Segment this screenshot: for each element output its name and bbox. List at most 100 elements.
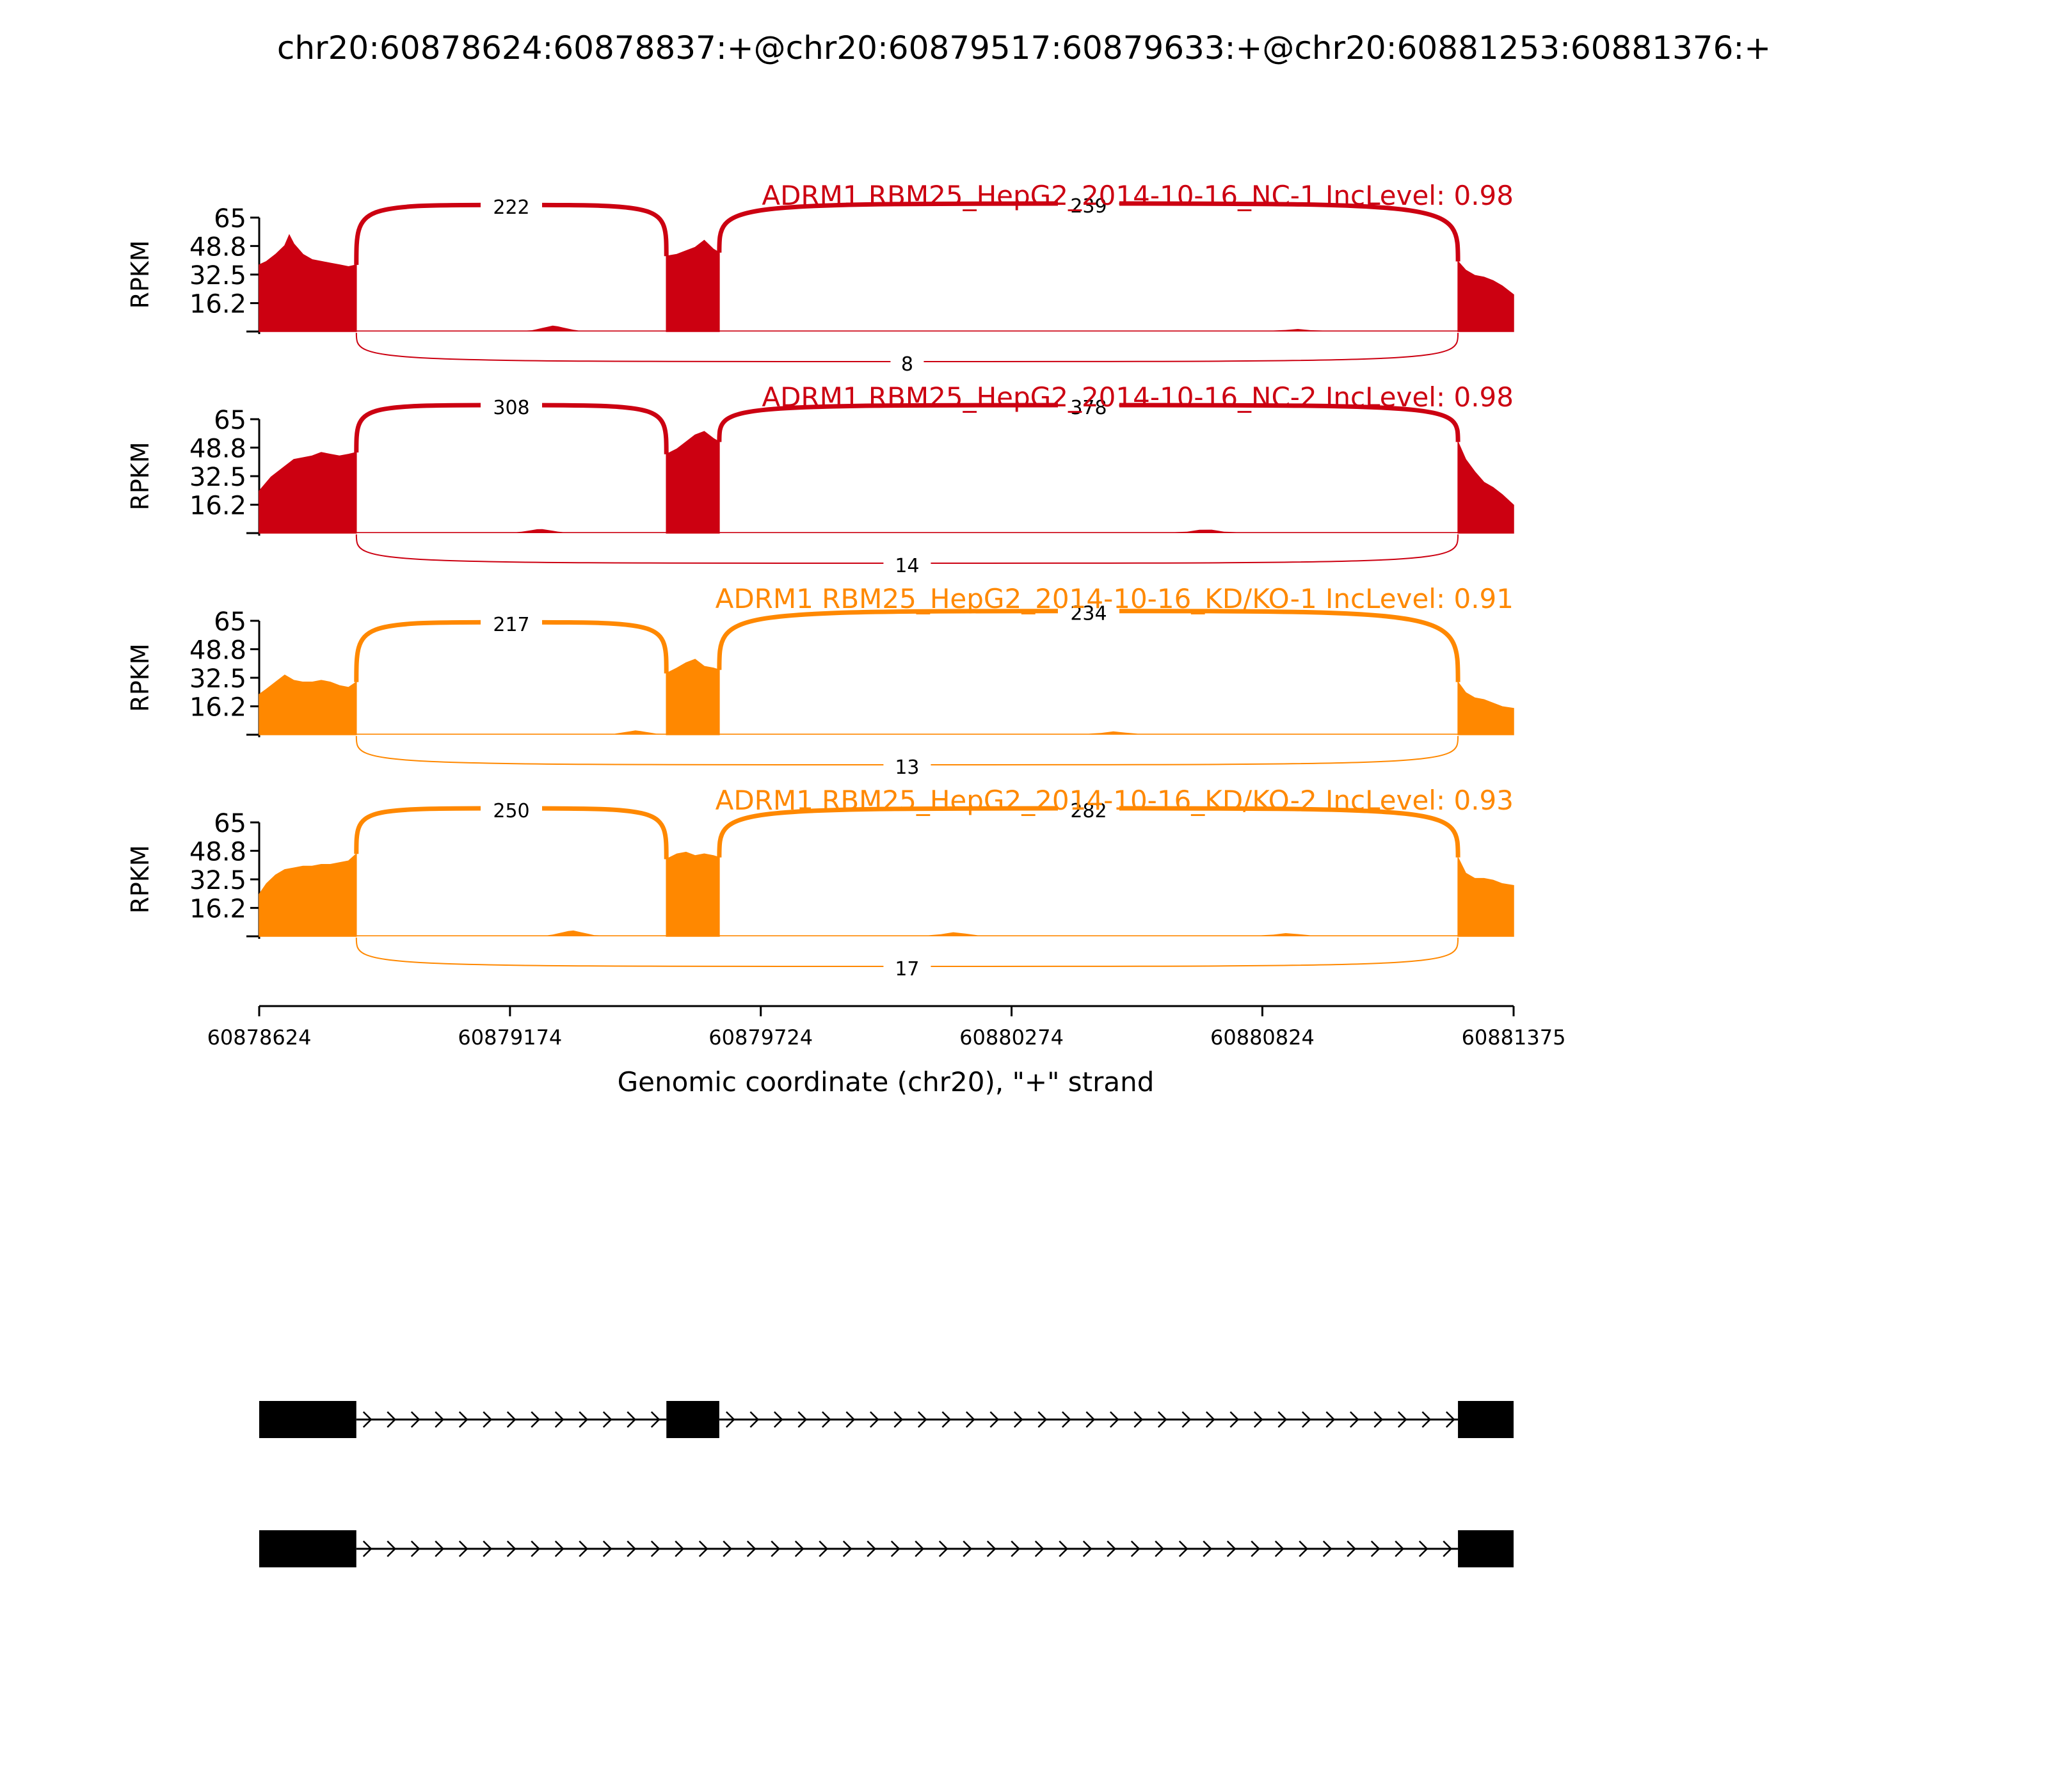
- strand-arrow: [746, 1540, 756, 1557]
- strand-arrow: [1181, 1411, 1192, 1428]
- coverage-exon-2: [666, 659, 720, 735]
- junction-label-bg: [480, 196, 542, 220]
- strand-arrow: [1325, 1411, 1336, 1428]
- isoform-1: [259, 1401, 1514, 1438]
- strand-arrow: [890, 1540, 900, 1557]
- strand-arrow: [1349, 1411, 1359, 1428]
- y-tick-label: 32.5: [189, 463, 246, 492]
- x-axis-label: Genomic coordinate (chr20), "+" strand: [618, 1066, 1155, 1098]
- coverage-exon-1: [259, 234, 357, 332]
- strand-arrow: [1130, 1540, 1140, 1557]
- coverage-exon-2: [666, 851, 720, 937]
- strand-arrow: [941, 1411, 952, 1428]
- junction-count: 239: [1070, 195, 1107, 218]
- strand-arrow: [435, 1411, 445, 1428]
- track-label: ADRM1 RBM25_HepG2_2014-10-16_NC-1 IncLev…: [762, 180, 1514, 211]
- strand-arrow: [1253, 1411, 1263, 1428]
- strand-arrow: [1274, 1540, 1284, 1557]
- strand-arrow: [989, 1411, 1000, 1428]
- y-tick-label: 65: [214, 809, 246, 838]
- junction-count: 217: [493, 614, 529, 636]
- strand-arrow: [554, 1540, 564, 1557]
- strand-arrow: [842, 1540, 852, 1557]
- strand-arrow: [483, 1540, 493, 1557]
- track-label: ADRM1 RBM25_HepG2_2014-10-16_KD/KO-2 Inc…: [716, 785, 1514, 816]
- exon-block: [1458, 1401, 1514, 1438]
- strand-arrow: [602, 1411, 612, 1428]
- strand-arrow: [963, 1540, 973, 1557]
- strand-arrow: [1277, 1411, 1288, 1428]
- junction-label-bg: [1057, 396, 1119, 419]
- strand-arrow: [845, 1411, 856, 1428]
- strand-arrow: [1059, 1540, 1069, 1557]
- strand-arrow: [1082, 1540, 1092, 1557]
- strand-arrow: [458, 1411, 468, 1428]
- strand-arrow: [1034, 1540, 1044, 1557]
- strand-arrow: [917, 1411, 927, 1428]
- junction-label-bg: [890, 353, 924, 376]
- strand-arrow: [1251, 1540, 1261, 1557]
- y-tick-label: 48.8: [189, 232, 246, 262]
- strand-arrow: [1107, 1540, 1117, 1557]
- strand-arrow: [650, 1411, 660, 1428]
- strand-arrow: [387, 1411, 397, 1428]
- strand-arrow: [483, 1411, 493, 1428]
- strand-arrow: [627, 1540, 637, 1557]
- y-tick-label: 48.8: [189, 837, 246, 867]
- x-tick-label: 60879174: [458, 1025, 562, 1050]
- strand-arrow: [819, 1540, 829, 1557]
- strand-arrow: [1205, 1411, 1215, 1428]
- coverage-intron-2: [719, 329, 1459, 332]
- junction-label-bg: [883, 554, 931, 577]
- coverage-intron-1: [356, 730, 667, 735]
- strand-arrow: [602, 1540, 612, 1557]
- strand-arrow: [771, 1540, 781, 1557]
- junction-label-bg: [1057, 195, 1119, 218]
- strand-arrow: [938, 1540, 948, 1557]
- track-label: ADRM1 RBM25_HepG2_2014-10-16_KD/KO-1 Inc…: [716, 583, 1514, 614]
- coverage-exon-3: [1457, 680, 1514, 735]
- strand-arrow: [387, 1540, 397, 1557]
- strand-arrow: [1301, 1411, 1311, 1428]
- coverage-exon-2: [666, 239, 720, 332]
- junction-label-bg: [1057, 602, 1119, 625]
- coverage-intron-2: [719, 731, 1459, 735]
- strand-arrow: [506, 1411, 516, 1428]
- track-2: 16.232.548.865 RPKM 308 378 14 ADRM1 RBM25_He…: [126, 381, 1514, 577]
- strand-arrow: [1109, 1411, 1119, 1428]
- strand-arrow: [1347, 1540, 1357, 1557]
- strand-arrow: [893, 1411, 904, 1428]
- coverage-intron-2: [719, 932, 1459, 936]
- junction-label-bg: [480, 613, 542, 637]
- strand-arrow: [749, 1411, 760, 1428]
- y-tick-label: 65: [214, 406, 246, 435]
- strand-arrow: [1155, 1540, 1165, 1557]
- junction-count: 250: [493, 800, 529, 822]
- coverage-exon-3: [1457, 442, 1514, 534]
- strand-arrow: [410, 1540, 420, 1557]
- track-4: 16.232.548.865 RPKM 250 282 17 ADRM1 RBM25_He…: [126, 785, 1514, 980]
- junction-count: 8: [901, 353, 913, 376]
- track-label: ADRM1 RBM25_HepG2_2014-10-16_NC-2 IncLev…: [762, 381, 1514, 413]
- exon-block: [1458, 1530, 1514, 1567]
- junction-label-bg: [480, 396, 542, 419]
- y-tick-label: 48.8: [189, 434, 246, 463]
- strand-arrow: [1133, 1411, 1144, 1428]
- strand-arrow: [698, 1540, 708, 1557]
- strand-arrow: [579, 1540, 589, 1557]
- strand-arrow: [362, 1540, 372, 1557]
- strand-arrow: [1322, 1540, 1332, 1557]
- strand-arrow: [650, 1540, 660, 1557]
- y-axis-label: RPKM: [126, 240, 154, 308]
- track-3: 16.232.548.865 RPKM 217 234 13 ADRM1 RBM25_He…: [126, 583, 1514, 779]
- strand-arrow: [627, 1411, 637, 1428]
- coverage-exon-3: [1457, 857, 1514, 937]
- coverage-intron-1: [356, 930, 667, 936]
- coverage-intron-1: [356, 529, 667, 533]
- junction-count: 13: [895, 756, 919, 779]
- junction-count: 282: [1070, 800, 1107, 822]
- junction-count: 17: [895, 958, 919, 980]
- y-tick-label: 32.5: [189, 866, 246, 895]
